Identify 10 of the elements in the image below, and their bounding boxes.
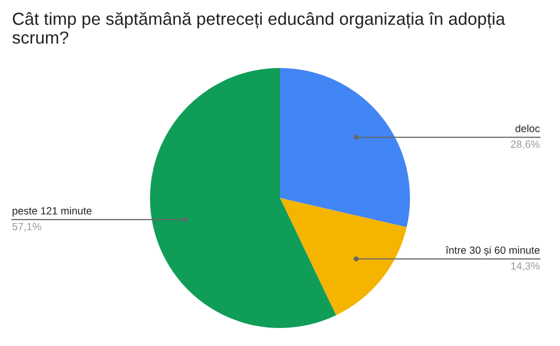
chart-title: Cât timp pe săptămână petreceți educând organizația în adopția scrum? <box>12 12 506 44</box>
pie-slice <box>150 68 336 328</box>
slice-label: între 30 și 60 minute <box>445 246 540 256</box>
pie-slice <box>280 68 410 228</box>
pie-slice <box>280 198 407 316</box>
slice-label: peste 121 minute <box>12 206 92 217</box>
data-label: 14,3% <box>511 262 540 271</box>
slice-label: deloc <box>516 124 540 132</box>
data-label: 28,6% <box>510 140 540 150</box>
data-label: 57,1% <box>12 222 42 232</box>
